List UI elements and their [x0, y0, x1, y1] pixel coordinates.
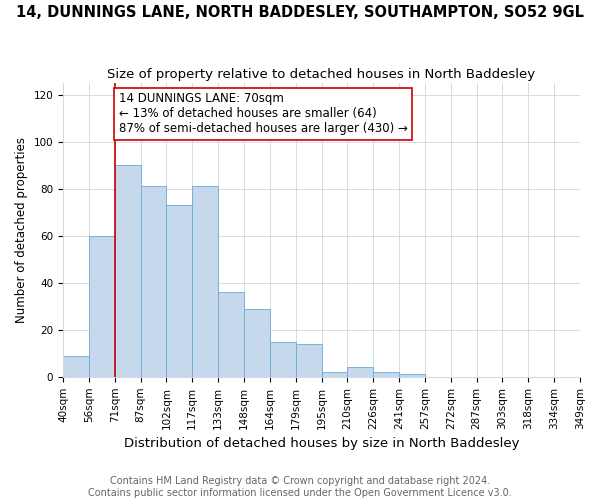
Bar: [322, 372, 347, 377]
Bar: [347, 368, 373, 377]
Bar: [115, 166, 140, 377]
Text: 14 DUNNINGS LANE: 70sqm
← 13% of detached houses are smaller (64)
87% of semi-de: 14 DUNNINGS LANE: 70sqm ← 13% of detache…: [119, 92, 407, 136]
Bar: [399, 374, 425, 377]
Text: 14, DUNNINGS LANE, NORTH BADDESLEY, SOUTHAMPTON, SO52 9GL: 14, DUNNINGS LANE, NORTH BADDESLEY, SOUT…: [16, 5, 584, 20]
Bar: [63, 356, 89, 377]
Bar: [89, 236, 115, 377]
Bar: [166, 206, 192, 377]
Text: Contains HM Land Registry data © Crown copyright and database right 2024.
Contai: Contains HM Land Registry data © Crown c…: [88, 476, 512, 498]
Bar: [296, 344, 322, 377]
Bar: [218, 292, 244, 377]
Bar: [192, 186, 218, 377]
Y-axis label: Number of detached properties: Number of detached properties: [15, 137, 28, 323]
X-axis label: Distribution of detached houses by size in North Baddesley: Distribution of detached houses by size …: [124, 437, 519, 450]
Bar: [373, 372, 399, 377]
Title: Size of property relative to detached houses in North Baddesley: Size of property relative to detached ho…: [107, 68, 536, 80]
Bar: [270, 342, 296, 377]
Bar: [244, 308, 270, 377]
Bar: [140, 186, 166, 377]
